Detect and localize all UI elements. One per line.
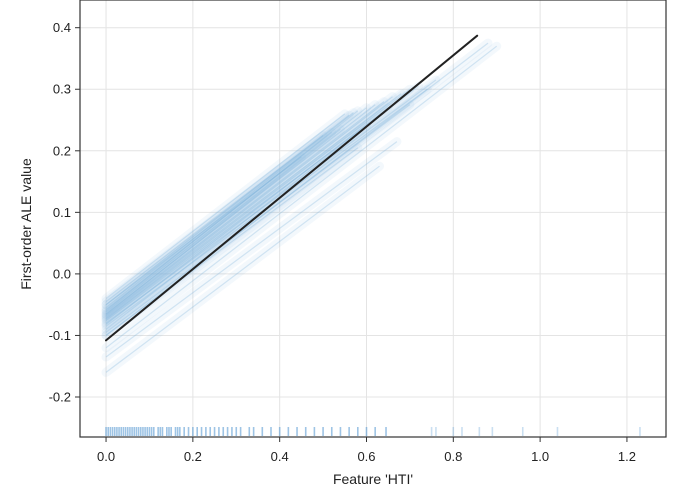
ice-curve-21 <box>105 165 380 373</box>
ice-curve-8 <box>105 93 402 319</box>
ice-curve-22 <box>105 45 498 349</box>
y-tick-label-6: 0.4 <box>53 20 71 35</box>
ice-curve-3 <box>105 110 359 312</box>
ice-curve-23 <box>105 147 359 336</box>
ice-curve-band-21 <box>101 161 384 377</box>
ice-curve-band-18 <box>101 152 306 310</box>
ice-curve-14 <box>105 107 389 325</box>
x-axis-ticks: 0.0 0.2 0.4 0.6 0.8 1.0 1.2 <box>97 437 636 464</box>
ice-curve-band-7 <box>101 92 397 322</box>
y-tick-label-5: 0.3 <box>53 82 71 97</box>
ice-curve-4 <box>105 107 367 313</box>
ice-curve-24 <box>105 104 411 333</box>
ice-curve-13 <box>105 128 341 315</box>
y-tick-label-2: 0.0 <box>53 266 71 281</box>
ice-curve-18 <box>105 156 302 306</box>
ice-curve-band-12 <box>101 127 337 315</box>
ice-curves <box>101 38 502 377</box>
plot-frame <box>79 0 667 438</box>
y-tick-label-1: -0.1 <box>49 328 71 343</box>
ice-curve-17 <box>105 42 489 336</box>
ice-curve-16 <box>105 125 367 330</box>
ice-curve-band-11 <box>101 130 328 307</box>
ice-curve-band-4 <box>101 103 371 317</box>
ice-curve-20 <box>105 141 398 358</box>
rug-marks <box>105 427 641 436</box>
ice-curve-band-8 <box>101 89 406 323</box>
ice-curve-band-19 <box>101 75 441 328</box>
ice-curve-19 <box>105 79 437 324</box>
x-tick-label-5: 1.0 <box>531 449 549 464</box>
x-tick-label-3: 0.6 <box>357 449 375 464</box>
ice-curve-band-9 <box>101 84 415 324</box>
ice-curve-12 <box>105 131 333 311</box>
ice-curve-band-24 <box>101 100 415 337</box>
y-tick-label-0: -0.2 <box>49 389 71 404</box>
x-tick-label-6: 1.2 <box>618 449 636 464</box>
y-tick-label-3: 0.1 <box>53 205 71 220</box>
ice-curve-band-1 <box>101 110 354 310</box>
x-tick-label-0: 0.0 <box>97 449 115 464</box>
mean-ale-line-0 <box>105 34 479 342</box>
ice-curve-7 <box>105 96 393 318</box>
ice-curve-band-16 <box>101 121 371 334</box>
ice-curve-9 <box>105 88 411 320</box>
ice-curve-band-13 <box>101 124 345 319</box>
y-axis-label: First-order ALE value <box>18 158 34 290</box>
ice-curve-0 <box>105 113 346 299</box>
x-tick-label-1: 0.2 <box>184 449 202 464</box>
ice-curve-2 <box>105 112 354 309</box>
y-axis-ticks: -0.2 -0.1 0.0 0.1 0.2 0.3 0.4 <box>49 20 80 404</box>
ice-curve-band-20 <box>101 137 402 362</box>
ice-curve-band-6 <box>101 97 389 321</box>
ice-curve-5 <box>105 104 376 315</box>
x-axis-label: Feature 'HTI' <box>333 471 413 487</box>
y-tick-label-4: 0.2 <box>53 143 71 158</box>
ice-curve-band-22 <box>101 41 502 353</box>
x-tick-label-4: 0.8 <box>444 449 462 464</box>
ice-curve-band-0 <box>101 109 350 303</box>
ice-curve-band-14 <box>101 103 393 329</box>
ice-curve-1 <box>105 114 350 306</box>
ice-curve-band-17 <box>101 38 493 340</box>
ice-curve-band-2 <box>101 108 358 313</box>
ice-curve-band-5 <box>101 100 380 319</box>
mean-series <box>105 34 479 342</box>
ice-curve-11 <box>105 134 324 303</box>
ice-curve-band-23 <box>101 143 363 340</box>
x-tick-label-2: 0.4 <box>271 449 289 464</box>
ice-curve-6 <box>105 101 385 317</box>
ice-curve-band-3 <box>101 106 363 316</box>
grid-lines <box>80 0 666 437</box>
